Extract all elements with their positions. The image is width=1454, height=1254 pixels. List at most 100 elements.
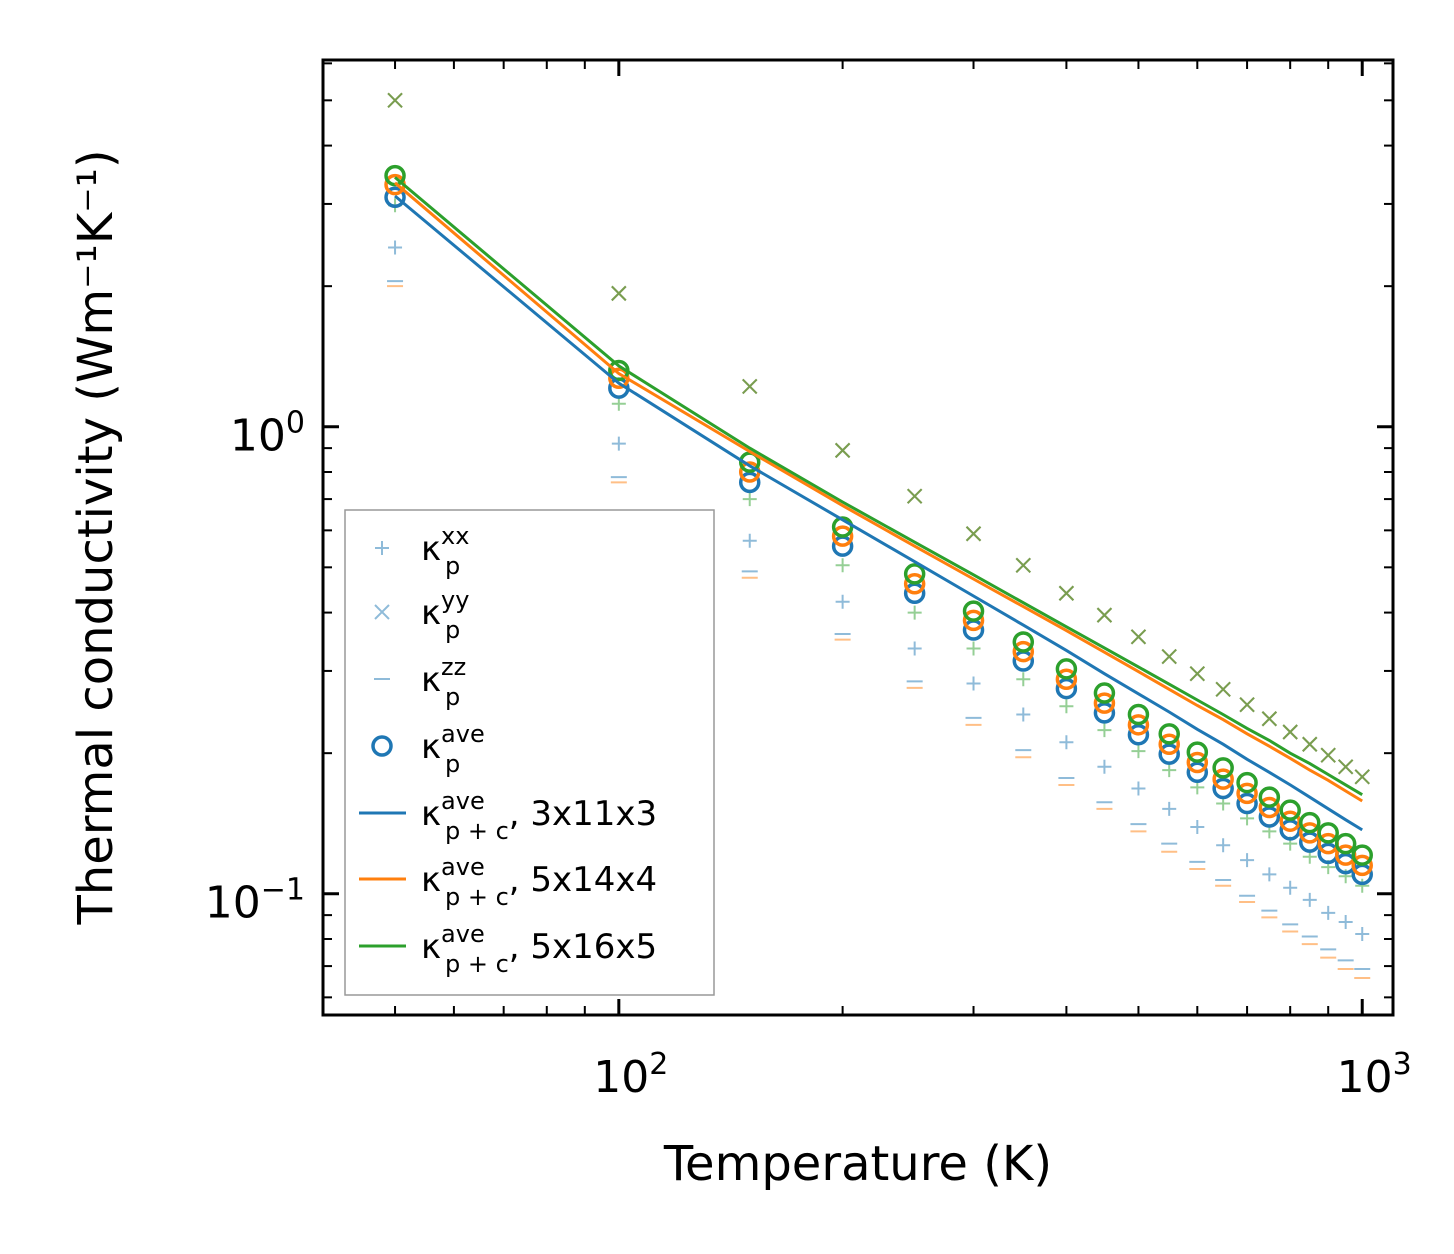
point-8-12	[1212, 768, 1234, 790]
point-9-14	[1258, 786, 1281, 808]
x-tick-label-1: 103	[1337, 1047, 1412, 1103]
point-4-6	[1015, 557, 1031, 574]
legend-label-2: κzz p	[421, 653, 466, 711]
point-8-6	[1012, 640, 1035, 663]
point-9-6	[1012, 631, 1035, 653]
y-tick-label-0: 10−1	[205, 873, 305, 929]
point-0-16	[1302, 892, 1317, 907]
point-8-3	[831, 525, 854, 547]
point-0-6	[1016, 707, 1031, 722]
point-7-2	[738, 471, 761, 494]
point-0-7	[1059, 735, 1074, 750]
point-1-6	[1016, 672, 1031, 687]
point-0-8	[1097, 759, 1112, 774]
legend-label-4: κave p + c, 3x11x3	[421, 787, 657, 845]
point-8-14	[1258, 796, 1281, 819]
point-0-1	[611, 436, 626, 451]
point-4-2	[742, 378, 758, 395]
point-9-17	[1317, 822, 1339, 844]
point-1-8	[1097, 723, 1112, 738]
point-8-10	[1158, 733, 1180, 755]
point-7-0	[384, 186, 406, 209]
point-1-19	[1355, 878, 1370, 893]
point-1-9	[1131, 744, 1146, 759]
point-1-3	[835, 558, 850, 573]
point-8-8	[1093, 692, 1116, 714]
point-0-5	[966, 676, 981, 691]
point-4-18	[1337, 759, 1354, 775]
legend-marker-0	[375, 541, 389, 555]
point-0-15	[1283, 880, 1298, 895]
legend-label-0: κxx p	[421, 522, 469, 580]
point-0-2	[742, 533, 757, 548]
y-tick-label-1: 100	[230, 406, 305, 462]
point-0-13	[1240, 853, 1255, 868]
point-8-13	[1236, 782, 1258, 805]
series-line-11	[394, 181, 1363, 803]
point-0-14	[1262, 867, 1277, 882]
legend-marker-3	[371, 735, 393, 757]
point-1-4	[907, 605, 922, 620]
tick-labels: 102 103 10−1 100	[205, 406, 1412, 1103]
point-9-10	[1158, 723, 1180, 745]
point-0-0	[388, 240, 403, 255]
point-4-12	[1215, 681, 1231, 698]
point-8-9	[1127, 714, 1150, 736]
legend-label-6: κave p + c, 5x16x5	[421, 920, 657, 978]
point-4-3	[834, 442, 851, 459]
point-7-8	[1093, 702, 1116, 724]
point-9-19	[1351, 844, 1373, 866]
point-4-4	[906, 488, 923, 504]
point-9-16	[1299, 811, 1321, 834]
point-9-9	[1127, 703, 1150, 726]
point-8-7	[1055, 668, 1078, 690]
point-1-2	[742, 492, 757, 507]
point-8-19	[1351, 854, 1373, 877]
point-9-12	[1212, 757, 1234, 779]
point-0-18	[1338, 914, 1353, 929]
point-8-5	[962, 609, 985, 632]
point-1-1	[611, 396, 626, 411]
point-1-5	[966, 641, 981, 656]
point-0-19	[1355, 926, 1370, 941]
point-4-8	[1096, 607, 1113, 623]
point-9-13	[1236, 771, 1258, 794]
legend-label-3: κave p	[421, 720, 485, 778]
legend-marker-1	[374, 604, 390, 620]
point-4-16	[1302, 736, 1318, 752]
point-4-19	[1354, 769, 1370, 785]
legend-frame	[344, 509, 715, 996]
point-4-9	[1130, 629, 1147, 645]
point-8-4	[903, 573, 926, 595]
point-8-11	[1186, 751, 1209, 774]
point-0-11	[1190, 819, 1205, 834]
point-4-15	[1282, 724, 1298, 740]
point-9-4	[903, 563, 926, 585]
point-0-17	[1321, 905, 1336, 920]
point-4-11	[1189, 665, 1206, 682]
point-9-18	[1334, 832, 1357, 855]
point-7-11	[1186, 761, 1209, 784]
point-1-10	[1162, 763, 1177, 778]
point-9-3	[831, 516, 854, 538]
point-7-14	[1258, 806, 1281, 828]
point-9-7	[1055, 658, 1078, 680]
point-9-8	[1093, 682, 1116, 704]
series-layer	[384, 92, 1373, 980]
point-0-4	[907, 641, 922, 656]
x-tick-label-0: 102	[593, 1047, 668, 1103]
point-0-9	[1131, 781, 1146, 796]
major-ticks	[323, 60, 1393, 1015]
x-axis-label: Temperature (K)	[663, 1136, 1052, 1192]
point-0-12	[1216, 838, 1231, 853]
series-line-12	[394, 176, 1363, 796]
point-1-7	[1059, 699, 1074, 714]
point-9-5	[962, 600, 985, 622]
point-4-1	[611, 285, 627, 302]
legend: κxx p κyy p κzz p κave p κave p + c, 3x11x3 κave p …	[344, 509, 715, 996]
point-7-10	[1158, 743, 1180, 765]
point-9-11	[1186, 741, 1209, 763]
point-4-14	[1261, 711, 1278, 727]
point-4-5	[965, 526, 982, 542]
